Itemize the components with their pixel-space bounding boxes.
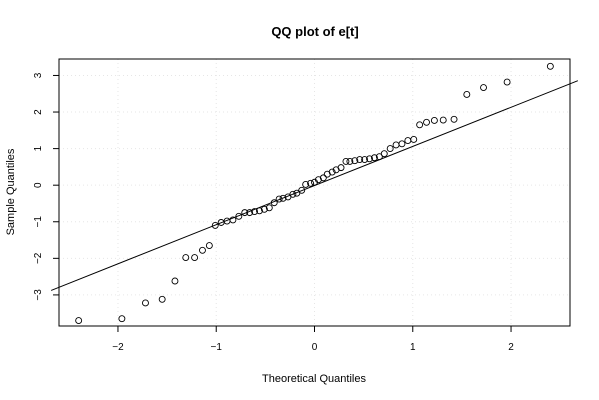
- y-tick-label: −1: [33, 216, 44, 228]
- data-point: [430, 116, 438, 124]
- data-point: [480, 84, 487, 91]
- y-tick-label: −2: [33, 252, 44, 264]
- data-point: [346, 157, 354, 165]
- data-point: [503, 78, 511, 86]
- data-point: [328, 168, 336, 176]
- data-point: [241, 209, 249, 217]
- data-point: [229, 216, 237, 224]
- data-point: [307, 179, 315, 187]
- data-point: [450, 115, 458, 123]
- data-point: [246, 209, 254, 217]
- data-point: [289, 190, 297, 198]
- data-point: [191, 254, 199, 262]
- data-point: [463, 91, 471, 98]
- grid-lines: [59, 59, 570, 326]
- data-point: [256, 207, 263, 215]
- data-point: [319, 174, 327, 182]
- x-axis-label: Theoretical Quantiles: [262, 373, 366, 385]
- data-point: [251, 208, 259, 215]
- data-point: [118, 315, 126, 323]
- data-point: [370, 154, 378, 162]
- data-point: [546, 62, 554, 70]
- data-point: [398, 140, 406, 148]
- data-point: [260, 205, 268, 213]
- data-point: [75, 317, 83, 324]
- data-point: [416, 121, 424, 129]
- chart-title: QQ plot of e[t]: [271, 24, 358, 39]
- data-point: [351, 157, 359, 165]
- data-point: [265, 204, 273, 212]
- y-tick-label: 0: [33, 182, 44, 188]
- data-point: [199, 246, 206, 254]
- data-point: [356, 156, 364, 164]
- y-axis-label: Sample Quantiles: [5, 148, 17, 235]
- data-point: [275, 195, 283, 203]
- y-tick-label: 2: [33, 109, 44, 115]
- x-tick-label: 2: [508, 342, 514, 353]
- data-point: [386, 145, 394, 153]
- data-point: [279, 194, 287, 202]
- data-point: [235, 212, 243, 220]
- data-point: [361, 156, 369, 164]
- data-point: [392, 141, 400, 149]
- data-point: [298, 186, 306, 194]
- x-tick-label: 1: [410, 342, 416, 353]
- data-point: [410, 136, 418, 143]
- data-point: [293, 189, 301, 197]
- x-tick-label: 0: [312, 342, 318, 353]
- data-point: [211, 221, 219, 229]
- data-point: [158, 295, 166, 303]
- data-point: [182, 254, 190, 262]
- data-point: [205, 242, 213, 249]
- x-axis: −2 −1 0 1 2: [112, 325, 514, 353]
- data-point: [380, 150, 388, 158]
- data-point: [142, 299, 149, 307]
- y-tick-label: 3: [33, 72, 44, 78]
- data-point: [375, 153, 383, 161]
- x-tick-label: −1: [211, 342, 223, 353]
- data-point: [439, 116, 447, 124]
- data-point: [302, 181, 310, 188]
- data-point: [404, 137, 412, 145]
- y-tick-label: −3: [33, 289, 44, 301]
- data-point: [337, 164, 345, 172]
- data-point: [171, 277, 179, 285]
- data-point: [314, 176, 322, 184]
- x-tick-label: −2: [112, 342, 124, 353]
- y-tick-label: 1: [33, 145, 44, 151]
- data-point: [270, 199, 278, 207]
- data-point: [342, 157, 350, 165]
- y-axis: −3 −2 −1 0 1 2 3: [33, 72, 60, 301]
- data-points: [75, 62, 554, 324]
- data-point: [366, 155, 373, 163]
- data-point: [423, 118, 430, 126]
